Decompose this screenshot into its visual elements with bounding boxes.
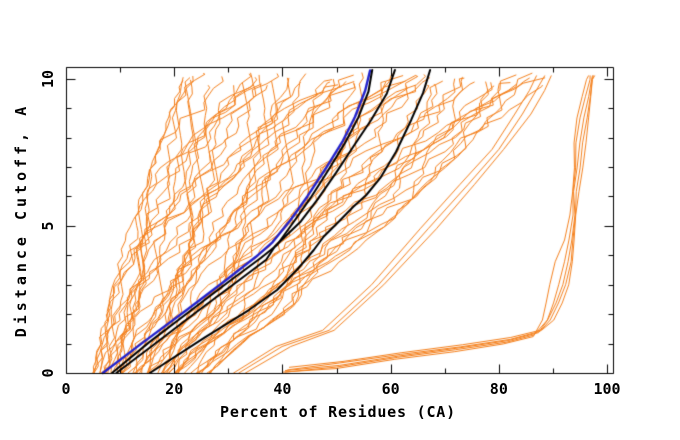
x-axis-label: Percent of Residues (CA) [220, 403, 456, 421]
x-tick-label-100: 100 [593, 380, 621, 398]
y-tick-label-5: 5 [39, 221, 57, 231]
y-tick-label-0: 0 [39, 368, 57, 378]
x-tick-label-20: 20 [165, 380, 184, 398]
x-tick-label-80: 80 [489, 380, 508, 398]
y-tick-label-10: 10 [39, 69, 57, 88]
x-tick-label-0: 0 [61, 380, 71, 398]
y-axis-label: Distance Cutoff, A [12, 102, 30, 338]
x-tick-label-40: 40 [273, 380, 292, 398]
x-tick-label-60: 60 [381, 380, 400, 398]
